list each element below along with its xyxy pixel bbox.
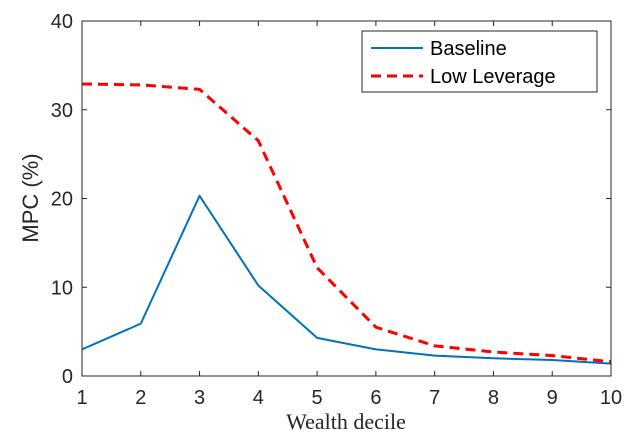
x-tick-label: 5 [312, 387, 323, 409]
x-tick-label: 7 [429, 387, 440, 409]
legend-box [361, 30, 598, 93]
y-tick-label: 30 [51, 100, 73, 122]
x-tick-label: 8 [488, 387, 499, 409]
series-line-low-leverage [81, 82, 612, 364]
y-tick-label: 10 [51, 277, 73, 299]
x-tick-label: 2 [135, 387, 146, 409]
y-tick-label: 0 [62, 366, 73, 388]
y-axis-label: MPC (%) [18, 153, 43, 242]
ticks-layer: 1 2 3 4 5 6 7 8 9 10 0 10 20 30 40 [51, 11, 622, 409]
y-tick-label: 20 [51, 189, 73, 211]
series-layer [81, 82, 612, 365]
x-axis-label: Wealth decile [286, 409, 406, 434]
y-tick-label: 40 [51, 11, 73, 33]
x-tick-label: 3 [194, 387, 205, 409]
x-tick-label: 6 [370, 387, 381, 409]
x-tick-label: 10 [600, 387, 622, 409]
legend-label-low-leverage: Low Leverage [430, 66, 556, 88]
x-tick-label: 9 [547, 387, 558, 409]
legend: Baseline Low Leverage [361, 30, 598, 93]
x-tick-label: 1 [76, 387, 87, 409]
series-line-baseline [81, 194, 612, 365]
legend-label-baseline: Baseline [430, 38, 507, 60]
x-tick-label: 4 [253, 387, 264, 409]
